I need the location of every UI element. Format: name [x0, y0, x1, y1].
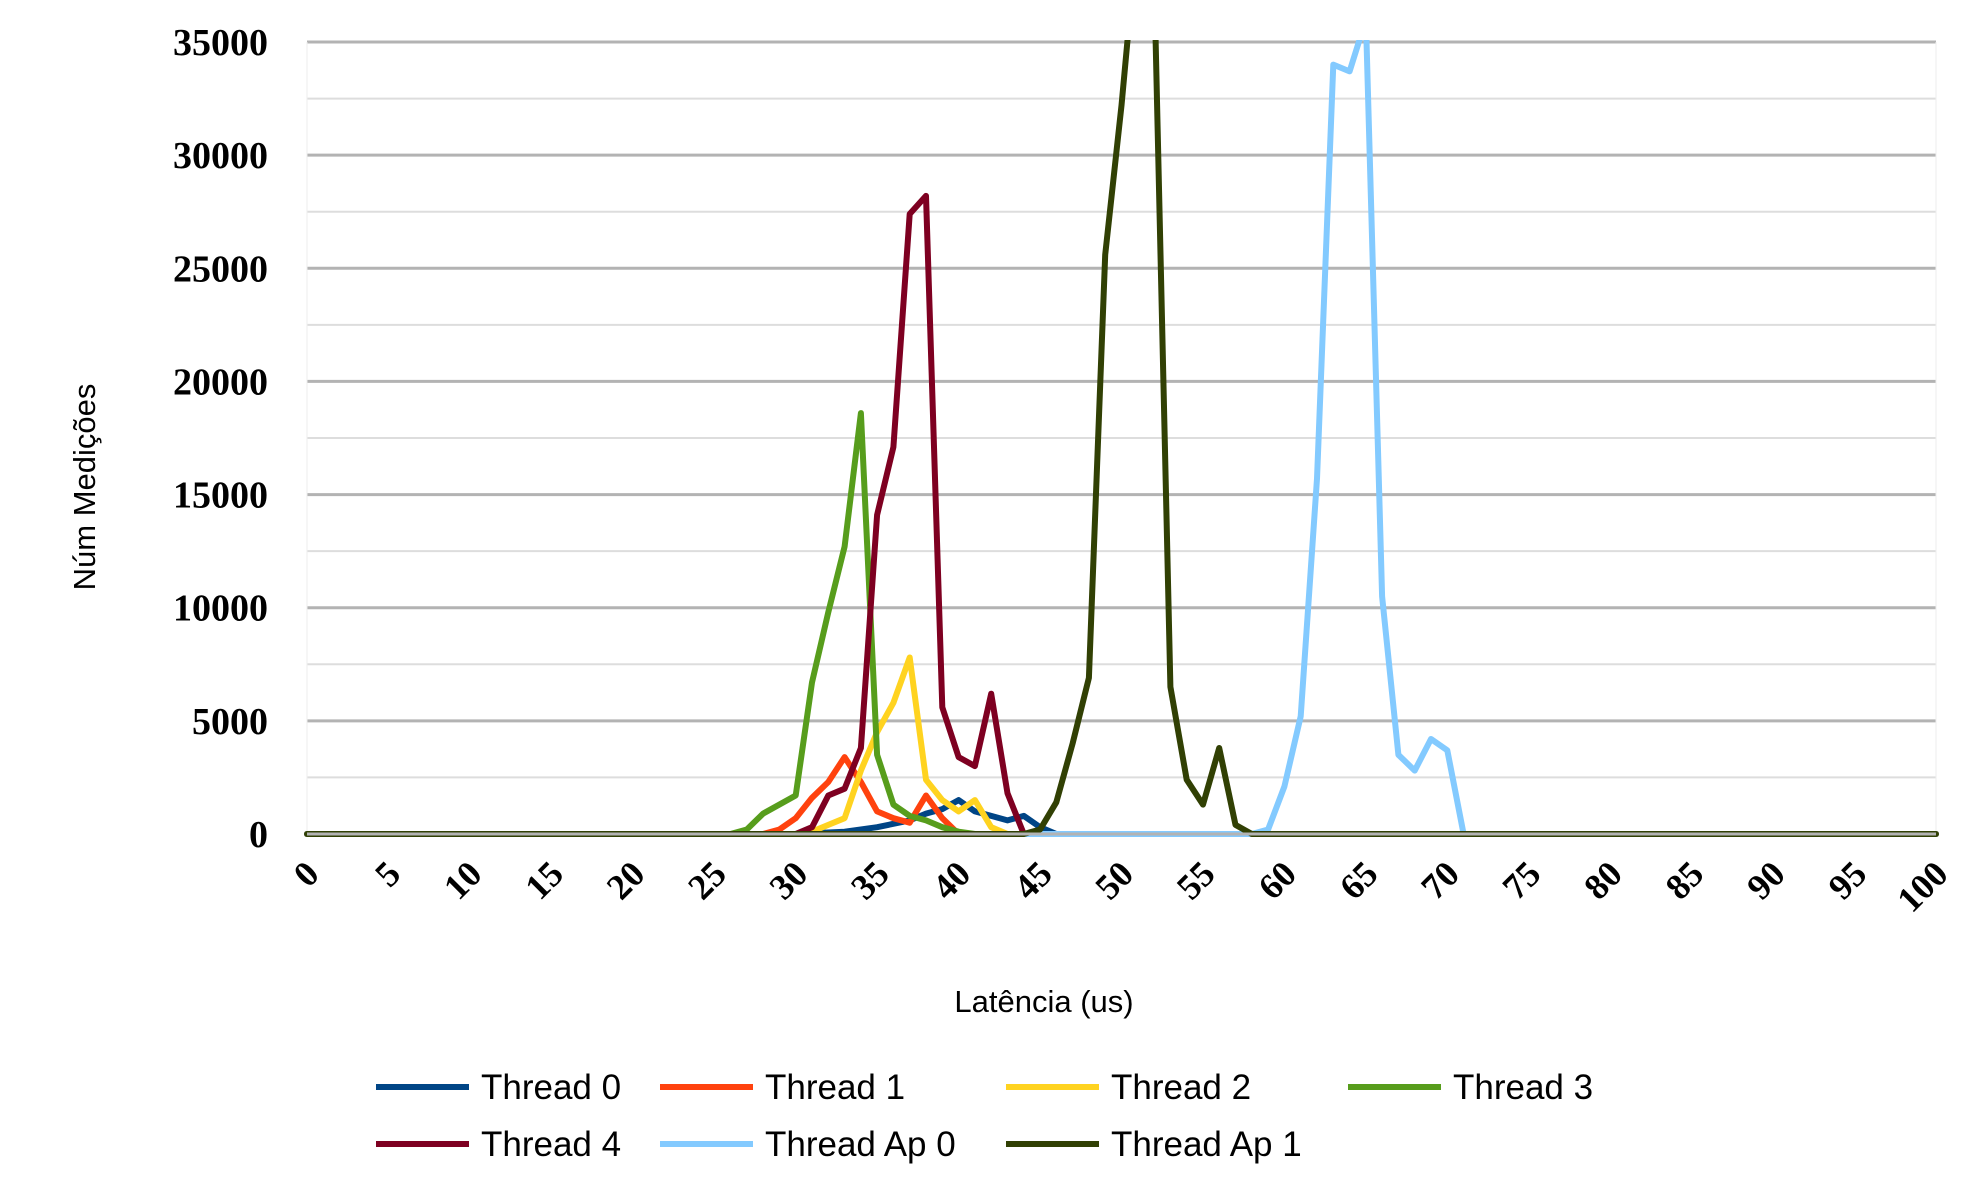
legend-entry: Thread 0: [376, 1068, 621, 1107]
grid: [306, 40, 1937, 834]
y-tick-label: 20000: [173, 361, 268, 403]
x-tick-label: 55: [1169, 853, 1223, 907]
legend-label: Thread Ap 1: [1111, 1125, 1302, 1164]
x-tick-label: 50: [1087, 853, 1141, 907]
legend-label: Thread 0: [481, 1068, 621, 1107]
x-tick-label: 15: [517, 853, 571, 907]
y-axis-title: Núm Medições: [67, 384, 102, 591]
series-line-thread-4: [304, 192, 1939, 837]
x-tick-label: 35: [843, 853, 897, 907]
series-line-thread-2: [304, 654, 1939, 837]
y-tick-label: 0: [249, 814, 268, 856]
x-tick-label: 60: [1250, 853, 1304, 907]
series-lines: [304, 40, 1939, 837]
legend: Thread 0 Thread 1 Thread 2 Thread 3 Thread 4…: [376, 1068, 1593, 1164]
y-tick-label: 30000: [173, 135, 268, 177]
x-tick-label: 40: [925, 853, 979, 907]
series-line-thread-ap-1: [304, 40, 1939, 837]
x-tick-label: 85: [1658, 853, 1712, 907]
legend-entry: Thread 4: [376, 1125, 621, 1164]
x-tick-label: 5: [367, 853, 408, 894]
y-axis-tick-labels: 0 5000 10000 15000 20000 25000 30000 35000: [173, 22, 268, 856]
y-tick-label: 25000: [173, 248, 268, 290]
legend-label: Thread 2: [1111, 1068, 1251, 1107]
y-tick-label: 5000: [192, 701, 268, 743]
legend-entry: Thread 3: [1348, 1068, 1593, 1107]
legend-entry: Thread 2: [1006, 1068, 1251, 1107]
y-tick-label: 15000: [173, 475, 268, 517]
x-tick-label: 65: [1332, 853, 1386, 907]
legend-label: Thread 1: [765, 1068, 905, 1107]
legend-label: Thread 4: [481, 1125, 621, 1164]
x-tick-label: 10: [436, 853, 490, 907]
legend-label: Thread 3: [1453, 1068, 1593, 1107]
legend-label: Thread Ap 0: [765, 1125, 956, 1164]
x-tick-label: 75: [1495, 853, 1549, 907]
legend-entry: Thread Ap 1: [1006, 1125, 1302, 1164]
x-axis-title: Latência (us): [954, 984, 1133, 1019]
x-tick-label: 0: [286, 853, 327, 894]
x-tick-label: 90: [1739, 853, 1793, 907]
x-tick-label: 80: [1576, 853, 1630, 907]
y-tick-label: 10000: [173, 588, 268, 630]
legend-entry: Thread 1: [660, 1068, 905, 1107]
x-axis-tick-labels: 0 5 10 15 20 25 30 35 40 45 50 55 60 65 70 75 80 85 90 95 10…: [286, 853, 1956, 919]
x-tick-label: 30: [762, 853, 816, 907]
y-tick-label: 35000: [173, 22, 268, 64]
x-tick-label: 70: [1413, 853, 1467, 907]
series-line-thread-3: [304, 410, 1939, 837]
series-line-thread-0: [304, 797, 1939, 837]
legend-entry: Thread Ap 0: [660, 1125, 956, 1164]
x-tick-label: 100: [1889, 853, 1955, 919]
series-line-thread-1: [304, 754, 1939, 837]
x-tick-label: 20: [599, 853, 653, 907]
x-tick-label: 45: [1006, 853, 1060, 907]
x-tick-label: 25: [680, 853, 734, 907]
series-line-thread-ap-0: [304, 40, 1939, 837]
x-tick-label: 95: [1820, 853, 1874, 907]
